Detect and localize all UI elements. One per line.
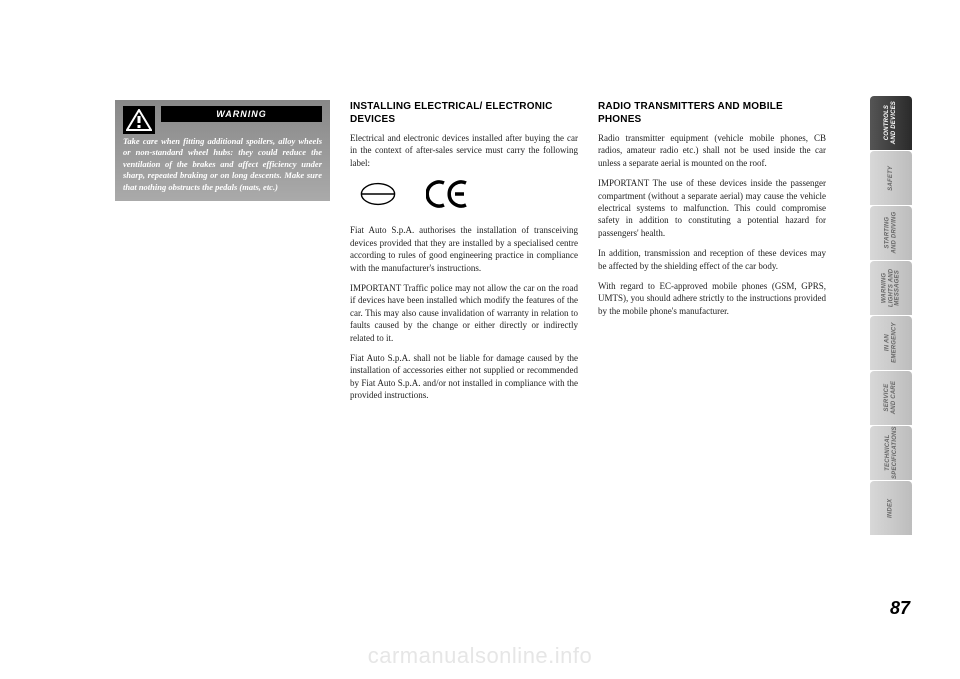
watermark: carmanualsonline.info bbox=[0, 643, 960, 669]
tab-label: CONTROLS AND DEVICES bbox=[884, 101, 897, 144]
warning-text: Take care when fitting additional spoile… bbox=[123, 136, 322, 193]
content-area: WARNING Take care when fitting additiona… bbox=[115, 100, 835, 410]
tab-service-and-care[interactable]: SERVICE AND CARE bbox=[870, 371, 912, 425]
page: WARNING Take care when fitting additiona… bbox=[0, 0, 960, 679]
tab-technical-specifications[interactable]: TECHNICAL SPECIFICATIONS bbox=[870, 426, 912, 480]
approval-symbols bbox=[360, 179, 578, 212]
tab-warning-lights-and-messages[interactable]: WARNING LIGHTS AND MESSAGES bbox=[870, 261, 912, 315]
col2-p3: IMPORTANT Traffic police may not allow t… bbox=[350, 282, 578, 344]
side-tabs: CONTROLS AND DEVICES SAFETY STARTING AND… bbox=[870, 96, 912, 536]
tab-controls-and-devices[interactable]: CONTROLS AND DEVICES bbox=[870, 96, 912, 150]
warning-header: WARNING bbox=[123, 106, 322, 134]
tab-label: TECHNICAL SPECIFICATIONS bbox=[884, 427, 897, 480]
column-1: WARNING Take care when fitting additiona… bbox=[115, 100, 330, 410]
col3-heading: RADIO TRANSMITTERS AND MOBILE PHONES bbox=[598, 100, 826, 126]
col2-heading: INSTALLING ELECTRICAL/ ELECTRONIC DEVICE… bbox=[350, 100, 578, 126]
col2-p2: Fiat Auto S.p.A. authorises the installa… bbox=[350, 224, 578, 274]
tab-index[interactable]: INDEX bbox=[870, 481, 912, 535]
warning-triangle-icon bbox=[123, 106, 155, 134]
col3-p3: In addition, transmission and reception … bbox=[598, 247, 826, 272]
tab-label: SAFETY bbox=[888, 166, 895, 191]
tab-label: IN AN EMERGENCY bbox=[884, 323, 897, 363]
tab-in-an-emergency[interactable]: IN AN EMERGENCY bbox=[870, 316, 912, 370]
tab-safety[interactable]: SAFETY bbox=[870, 151, 912, 205]
col2-p4: Fiat Auto S.p.A. shall not be liable for… bbox=[350, 352, 578, 402]
warning-box: WARNING Take care when fitting additiona… bbox=[115, 100, 330, 201]
tab-label: SERVICE AND CARE bbox=[884, 381, 897, 414]
warning-title: WARNING bbox=[161, 106, 322, 122]
tab-label: STARTING AND DRIVING bbox=[884, 212, 897, 254]
column-2: INSTALLING ELECTRICAL/ ELECTRONIC DEVICE… bbox=[350, 100, 578, 410]
col2-p1: Electrical and electronic devices instal… bbox=[350, 132, 578, 169]
column-3: RADIO TRANSMITTERS AND MOBILE PHONES Rad… bbox=[598, 100, 826, 410]
tab-starting-and-driving[interactable]: STARTING AND DRIVING bbox=[870, 206, 912, 260]
tab-label: WARNING LIGHTS AND MESSAGES bbox=[881, 269, 901, 307]
e-mark-icon bbox=[360, 182, 396, 209]
page-number: 87 bbox=[890, 598, 910, 619]
ce-mark-icon bbox=[426, 179, 470, 212]
col3-p1: Radio transmitter equipment (vehicle mob… bbox=[598, 132, 826, 169]
col3-p2: IMPORTANT The use of these devices insid… bbox=[598, 177, 826, 239]
tab-label: INDEX bbox=[888, 498, 895, 517]
col3-p4: With regard to EC-approved mobile phones… bbox=[598, 280, 826, 317]
